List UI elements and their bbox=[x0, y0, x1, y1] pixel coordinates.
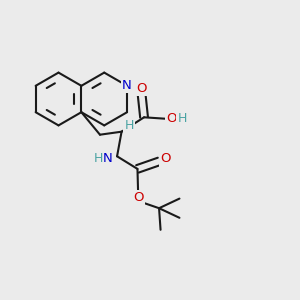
Text: N: N bbox=[103, 152, 113, 165]
Text: O: O bbox=[136, 82, 147, 95]
Text: O: O bbox=[160, 152, 170, 166]
Text: H: H bbox=[94, 152, 103, 165]
Text: H: H bbox=[124, 118, 134, 132]
Text: N: N bbox=[122, 79, 132, 92]
Text: O: O bbox=[134, 190, 144, 204]
Text: H: H bbox=[178, 112, 187, 125]
Text: O: O bbox=[166, 112, 177, 125]
